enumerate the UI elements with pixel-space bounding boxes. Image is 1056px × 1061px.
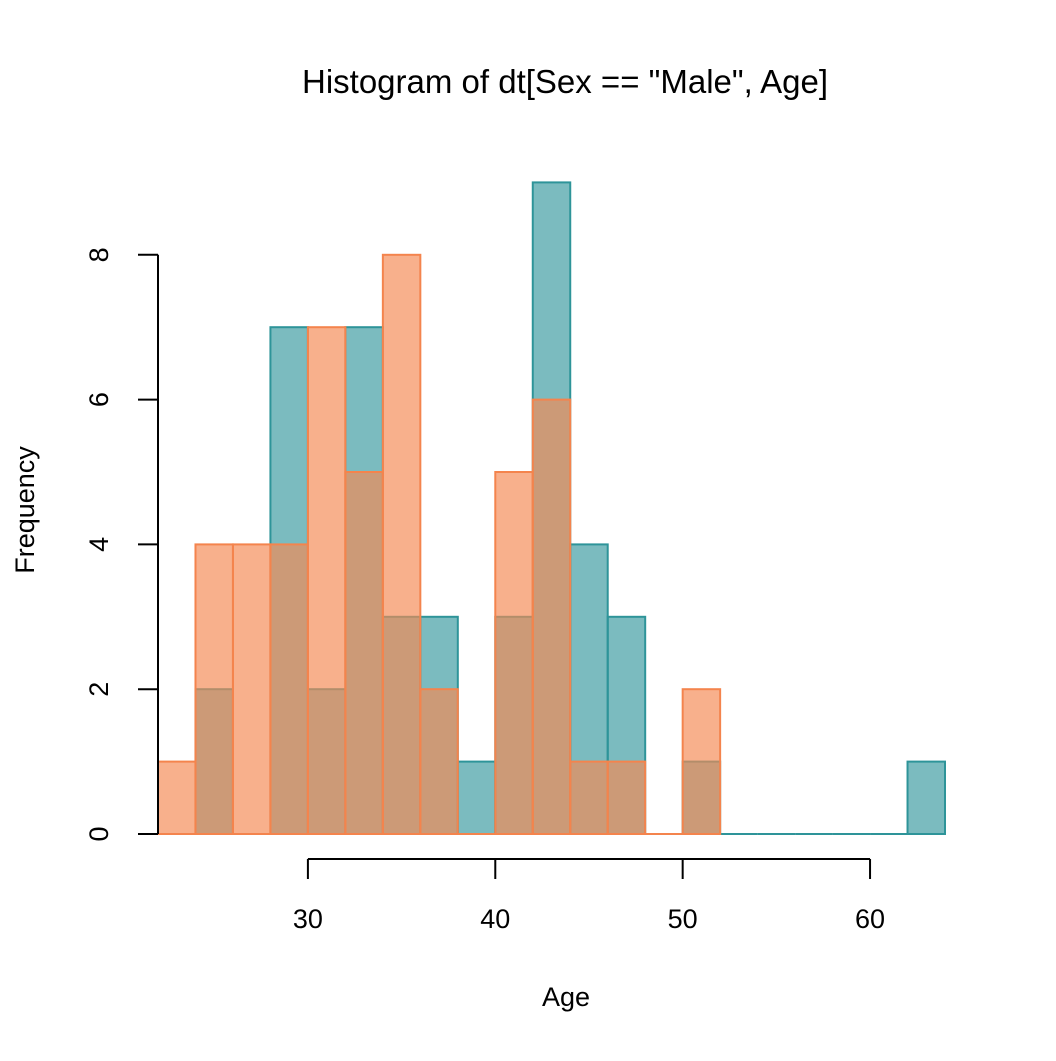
series-2-bar [269, 543, 309, 836]
y-tick-label: 4 [84, 537, 114, 552]
y-axis-label: Frequency [10, 446, 40, 574]
chart-title: Histogram of dt[Sex == "Male", Age] [302, 63, 828, 100]
y-tick-label: 6 [84, 392, 114, 407]
series-1-bar [906, 760, 946, 835]
series-2-bar [569, 760, 609, 835]
series-2-bar [419, 688, 459, 836]
series-2-bar [231, 543, 272, 836]
series-2-bars [157, 253, 722, 836]
series-2-bar [531, 398, 572, 835]
x-axis: 30 40 50 60 [293, 858, 885, 934]
y-axis: 0 2 4 6 8 [84, 247, 159, 842]
x-tick-label: 40 [480, 904, 510, 934]
y-tick-label: 0 [84, 826, 114, 841]
series-2-bar [381, 253, 422, 836]
series-2-bar [306, 326, 347, 835]
series-2-bar [344, 471, 384, 835]
series-1-bar [456, 760, 497, 835]
series-2-bar [494, 471, 534, 835]
x-tick-label: 30 [293, 904, 323, 934]
series-2-bar [606, 760, 647, 835]
series-2-bar [681, 688, 722, 836]
x-tick-label: 60 [855, 904, 885, 934]
series-2-bar [194, 543, 234, 836]
series-2-bar [157, 760, 197, 835]
x-axis-label: Age [542, 982, 590, 1012]
y-tick-label: 2 [84, 682, 114, 697]
x-tick-label: 50 [668, 904, 698, 934]
y-tick-label: 8 [84, 247, 114, 262]
